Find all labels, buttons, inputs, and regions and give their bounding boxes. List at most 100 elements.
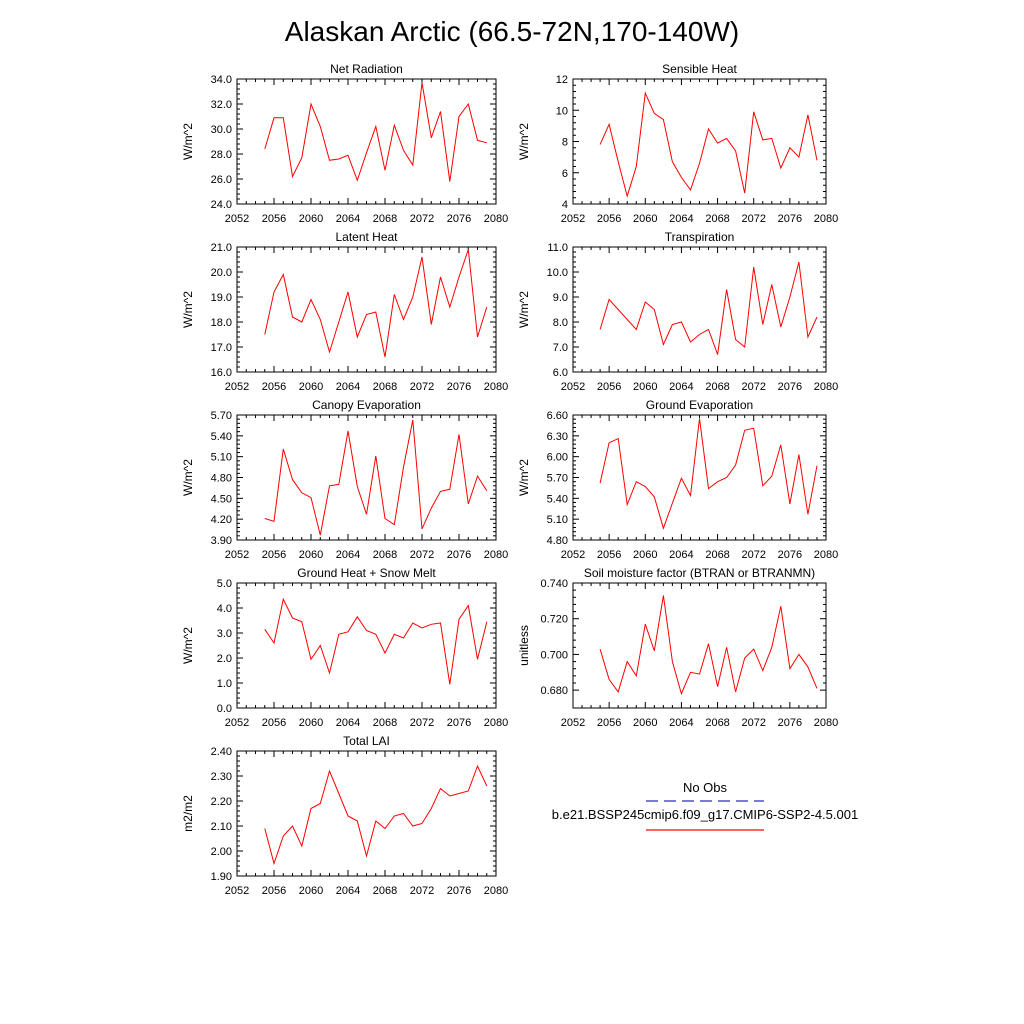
plot-frame <box>572 78 827 205</box>
x-tick-label: 2072 <box>410 717 434 729</box>
y-tick-label: 26.0 <box>211 174 232 186</box>
y-tick-label: 8.0 <box>553 317 568 329</box>
panel-title: Canopy Evaporation <box>312 398 421 412</box>
x-tick-label: 2060 <box>299 381 323 393</box>
y-tick-label: 4 <box>562 199 568 211</box>
x-tick-label: 2056 <box>262 885 286 897</box>
x-tick-label: 2052 <box>561 549 585 561</box>
plot-frame <box>236 246 497 373</box>
series-line <box>264 82 487 182</box>
figure-title: Alaskan Arctic (66.5-72N,170-140W) <box>285 16 739 47</box>
y-tick-label: 7.0 <box>553 342 568 354</box>
x-tick-label: 2076 <box>778 381 802 393</box>
y-axis-label: unitless <box>517 625 531 666</box>
x-tick-label: 2080 <box>814 549 838 561</box>
panel-title: Total LAI <box>343 734 390 748</box>
x-tick-label: 2060 <box>299 549 323 561</box>
y-tick-label: 6.00 <box>547 452 568 464</box>
y-tick-label: 8 <box>562 137 568 149</box>
x-tick-label: 2072 <box>410 213 434 225</box>
x-tick-label: 2080 <box>484 549 508 561</box>
x-tick-label: 2060 <box>299 213 323 225</box>
x-tick-label: 2068 <box>705 381 729 393</box>
y-tick-label: 34.0 <box>211 74 232 86</box>
x-tick-label: 2056 <box>597 381 621 393</box>
y-tick-label: 4.0 <box>217 603 232 615</box>
x-tick-label: 2052 <box>225 885 249 897</box>
x-tick-label: 2052 <box>561 213 585 225</box>
y-tick-label: 28.0 <box>211 149 232 161</box>
y-tick-label: 24.0 <box>211 199 232 211</box>
x-tick-label: 2076 <box>778 549 802 561</box>
x-tick-label: 2060 <box>633 717 657 729</box>
y-tick-label: 6.0 <box>553 367 568 379</box>
legend-model-label: b.e21.BSSP245cmip6.f09_g17.CMIP6-SSP2-4.… <box>552 807 858 822</box>
x-tick-label: 2068 <box>705 549 729 561</box>
panel-title: Soil moisture factor (BTRAN or BTRANMN) <box>584 566 815 580</box>
x-tick-label: 2080 <box>484 717 508 729</box>
y-tick-label: 6.30 <box>547 431 568 443</box>
y-tick-label: 17.0 <box>211 342 232 354</box>
legend-obs-label: No Obs <box>683 780 728 795</box>
y-tick-label: 2.00 <box>211 846 232 858</box>
x-tick-label: 2080 <box>814 213 838 225</box>
x-tick-label: 2064 <box>669 381 693 393</box>
x-tick-label: 2072 <box>410 885 434 897</box>
y-tick-label: 20.0 <box>211 267 232 279</box>
x-tick-label: 2068 <box>705 213 729 225</box>
y-tick-label: 4.80 <box>547 535 568 547</box>
x-tick-label: 2068 <box>373 381 397 393</box>
y-tick-label: 3.90 <box>211 535 232 547</box>
x-tick-label: 2064 <box>669 549 693 561</box>
plot-frame <box>236 414 497 541</box>
panel-6: Ground Evaporation W/m^2 2052 2056 2060 2064 2… <box>517 398 838 561</box>
x-tick-label: 2060 <box>633 213 657 225</box>
y-tick-label: 0.720 <box>540 614 568 626</box>
y-tick-label: 2.20 <box>211 796 232 808</box>
x-tick-label: 2060 <box>633 549 657 561</box>
y-tick-label: 4.80 <box>211 473 232 485</box>
plot-frame <box>236 582 497 709</box>
x-tick-label: 2068 <box>373 885 397 897</box>
panel-8: Soil moisture factor (BTRAN or BTRANMN) u… <box>517 566 838 729</box>
x-tick-label: 2076 <box>447 717 471 729</box>
x-tick-label: 2080 <box>814 717 838 729</box>
series-line <box>264 249 488 358</box>
x-tick-label: 2080 <box>484 885 508 897</box>
y-tick-label: 6.60 <box>547 410 568 422</box>
y-axis-label: W/m^2 <box>181 123 195 160</box>
x-tick-label: 2056 <box>262 717 286 729</box>
panels-group: Net Radiation W/m^2 2052 2056 2060 2064 2068 20… <box>181 62 838 897</box>
x-tick-label: 2064 <box>336 549 360 561</box>
plot-frame <box>572 414 827 541</box>
series-line <box>264 764 488 866</box>
x-tick-label: 2076 <box>447 885 471 897</box>
x-tick-label: 2056 <box>597 213 621 225</box>
x-tick-label: 2064 <box>336 381 360 393</box>
panel-title: Ground Evaporation <box>646 398 753 412</box>
x-tick-label: 2068 <box>705 717 729 729</box>
y-tick-label: 30.0 <box>211 124 232 136</box>
y-tick-label: 5.10 <box>211 452 232 464</box>
x-tick-label: 2076 <box>447 213 471 225</box>
x-tick-label: 2056 <box>597 549 621 561</box>
x-tick-label: 2052 <box>225 549 249 561</box>
x-tick-label: 2072 <box>741 213 765 225</box>
x-tick-label: 2052 <box>561 717 585 729</box>
x-tick-label: 2064 <box>336 717 360 729</box>
x-tick-label: 2052 <box>561 381 585 393</box>
panel-7: Ground Heat + Snow Melt W/m^2 2052 2056 2060… <box>181 566 508 729</box>
x-tick-label: 2056 <box>597 717 621 729</box>
x-tick-label: 2072 <box>741 549 765 561</box>
y-tick-label: 9.0 <box>553 292 568 304</box>
x-tick-label: 2072 <box>410 549 434 561</box>
y-tick-label: 12 <box>556 74 568 86</box>
x-tick-label: 2068 <box>373 213 397 225</box>
x-tick-label: 2076 <box>778 213 802 225</box>
series-line <box>599 418 818 530</box>
x-tick-label: 2060 <box>299 717 323 729</box>
y-tick-label: 16.0 <box>211 367 232 379</box>
y-axis-label: m2/m2 <box>181 795 195 832</box>
y-tick-label: 5.40 <box>211 431 232 443</box>
